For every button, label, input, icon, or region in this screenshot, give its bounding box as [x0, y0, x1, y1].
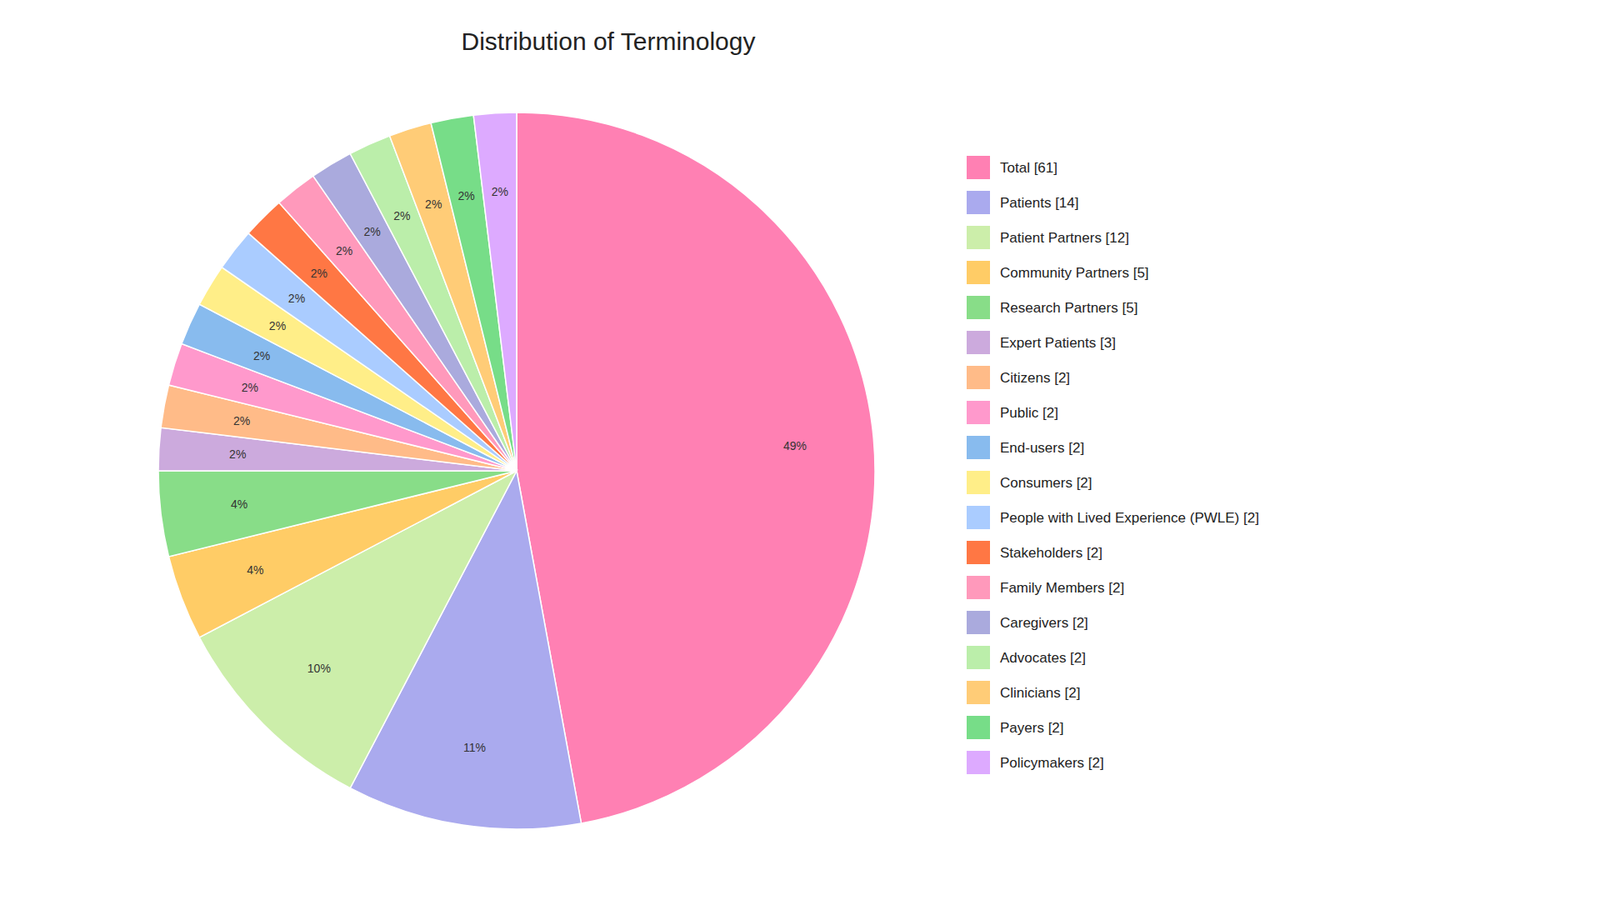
legend-swatch [966, 575, 990, 600]
legend-label: People with Lived Experience (PWLE) [2] [1000, 510, 1260, 526]
legend-label: Policymakers [2] [1000, 755, 1105, 771]
legend-swatch [966, 610, 990, 635]
legend-swatch [966, 155, 990, 180]
legend-swatch [966, 715, 990, 740]
data-label: 2% [363, 225, 380, 239]
legend-swatch [966, 470, 990, 495]
legend-label: Caregivers [2] [1000, 615, 1089, 631]
legend-label: Payers [2] [1000, 720, 1065, 736]
legend-item: Stakeholders [2] [966, 540, 1103, 565]
data-label: 2% [310, 266, 328, 280]
data-label: 2% [457, 189, 475, 203]
legend-swatch [966, 225, 990, 250]
legend-label: Research Partners [5] [1000, 300, 1138, 316]
slice [158, 470, 517, 557]
legend-item: Payers [2] [966, 715, 1065, 740]
data-label: 2% [229, 447, 246, 461]
data-label: 4% [246, 563, 264, 577]
legend-label: End-users [2] [1000, 440, 1085, 456]
legend-label: Patients [14] [1000, 195, 1080, 211]
legend-swatch [966, 295, 990, 320]
data-label: 49% [783, 439, 807, 453]
legend-item: People with Lived Experience (PWLE) [2] [966, 505, 1260, 530]
data-label: 10% [307, 661, 331, 675]
legend-item: Clinicians [2] [966, 680, 1080, 705]
legend-item: Total [61] [966, 155, 1058, 180]
legend-swatch [966, 400, 990, 425]
legend: Total [61] Patients [14] Patient Partners … [966, 155, 1260, 775]
legend-item: Family Members [2] [966, 575, 1125, 600]
legend-item: Advocates [2] [966, 645, 1086, 670]
data-label: 2% [425, 197, 442, 211]
legend-label: Clinicians [2] [1000, 685, 1080, 701]
data-label: 2% [288, 291, 305, 305]
legend-item: Consumers [2] [966, 470, 1093, 495]
legend-label: Family Members [2] [1000, 580, 1125, 596]
data-label: 4% [230, 497, 248, 511]
legend-item: Patient Partners [12] [966, 225, 1130, 250]
legend-swatch [966, 645, 990, 670]
legend-item: Research Partners [5] [966, 295, 1138, 320]
slice [473, 112, 517, 471]
legend-label: Expert Patients [3] [1000, 335, 1116, 351]
slice [516, 112, 875, 824]
data-label: 2% [233, 414, 250, 428]
legend-label: Citizens [2] [1000, 370, 1070, 386]
legend-item: Expert Patients [3] [966, 330, 1116, 355]
legend-item: Caregivers [2] [966, 610, 1089, 635]
legend-swatch [966, 435, 990, 460]
legend-item: Patients [14] [966, 190, 1080, 215]
legend-item: Community Partners [5] [966, 260, 1150, 285]
data-label: 2% [241, 380, 259, 395]
data-label: 11% [463, 740, 486, 755]
legend-swatch [966, 750, 990, 775]
data-label: 2% [269, 319, 286, 333]
legend-label: Public [2] [1000, 405, 1059, 421]
legend-swatch [966, 260, 990, 285]
legend-swatch [966, 505, 990, 530]
legend-item: End-users [2] [966, 435, 1085, 460]
legend-swatch [966, 330, 990, 355]
legend-label: Stakeholders [2] [1000, 545, 1103, 561]
data-label: 2% [491, 185, 509, 199]
legend-label: Patient Partners [12] [1000, 230, 1130, 246]
legend-item: Policymakers [2] [966, 750, 1105, 775]
data-label: 2% [393, 209, 410, 223]
chart: Distribution of Terminology 49% 11% 10% 4% 4%… [0, 0, 1600, 900]
legend-label: Total [61] [1000, 160, 1058, 176]
legend-swatch [966, 680, 990, 705]
data-label: 2% [335, 244, 353, 258]
title: Distribution of Terminology [461, 27, 756, 55]
legend-item: Public [2] [966, 400, 1059, 425]
legend-swatch [966, 190, 990, 215]
data-label: 2% [253, 349, 270, 363]
legend-item: Citizens [2] [966, 365, 1070, 390]
legend-label: Advocates [2] [1000, 650, 1086, 666]
legend-label: Community Partners [5] [1000, 265, 1150, 281]
pie: 49%11%10%4%4%2%2%2%2%2%2%2%2%2%2%2%2%2% [158, 112, 875, 830]
legend-swatch [966, 540, 990, 565]
legend-swatch [966, 365, 990, 390]
legend-label: Consumers [2] [1000, 475, 1093, 491]
